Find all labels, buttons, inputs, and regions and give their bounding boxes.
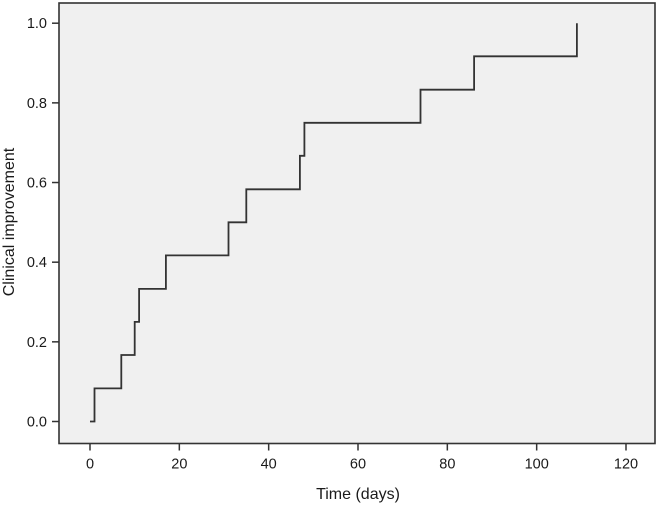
plot-area bbox=[58, 2, 656, 445]
x-axis-tick-label: 120 bbox=[614, 457, 638, 473]
y-axis-tick-label: 1.0 bbox=[27, 16, 47, 32]
step-curve bbox=[90, 23, 578, 423]
x-axis-tick-label: 60 bbox=[350, 457, 366, 473]
x-axis-tick-label: 0 bbox=[86, 457, 94, 473]
plot-layer: 0 20 40 60 80 100 120 0.0 0.2 0.4 0.6 0.8 1.0 bbox=[27, 2, 656, 473]
y-axis-tick-label: 0.0 bbox=[27, 415, 47, 431]
y-axis-tick-label: 0.4 bbox=[27, 255, 47, 271]
y-axis-title: Clinical improvement bbox=[1, 147, 18, 296]
x-axis-tick-label: 40 bbox=[261, 457, 277, 473]
y-axis-tick-label: 0.8 bbox=[27, 96, 47, 112]
y-axis-tick-label: 0.6 bbox=[27, 176, 47, 192]
x-axis-title: Time (days) bbox=[316, 486, 400, 503]
x-axis-tick-label: 100 bbox=[525, 457, 549, 473]
y-axis-tick-label: 0.2 bbox=[27, 335, 47, 351]
x-axis-tick-label: 80 bbox=[439, 457, 455, 473]
x-axis-tick-label: 20 bbox=[171, 457, 187, 473]
